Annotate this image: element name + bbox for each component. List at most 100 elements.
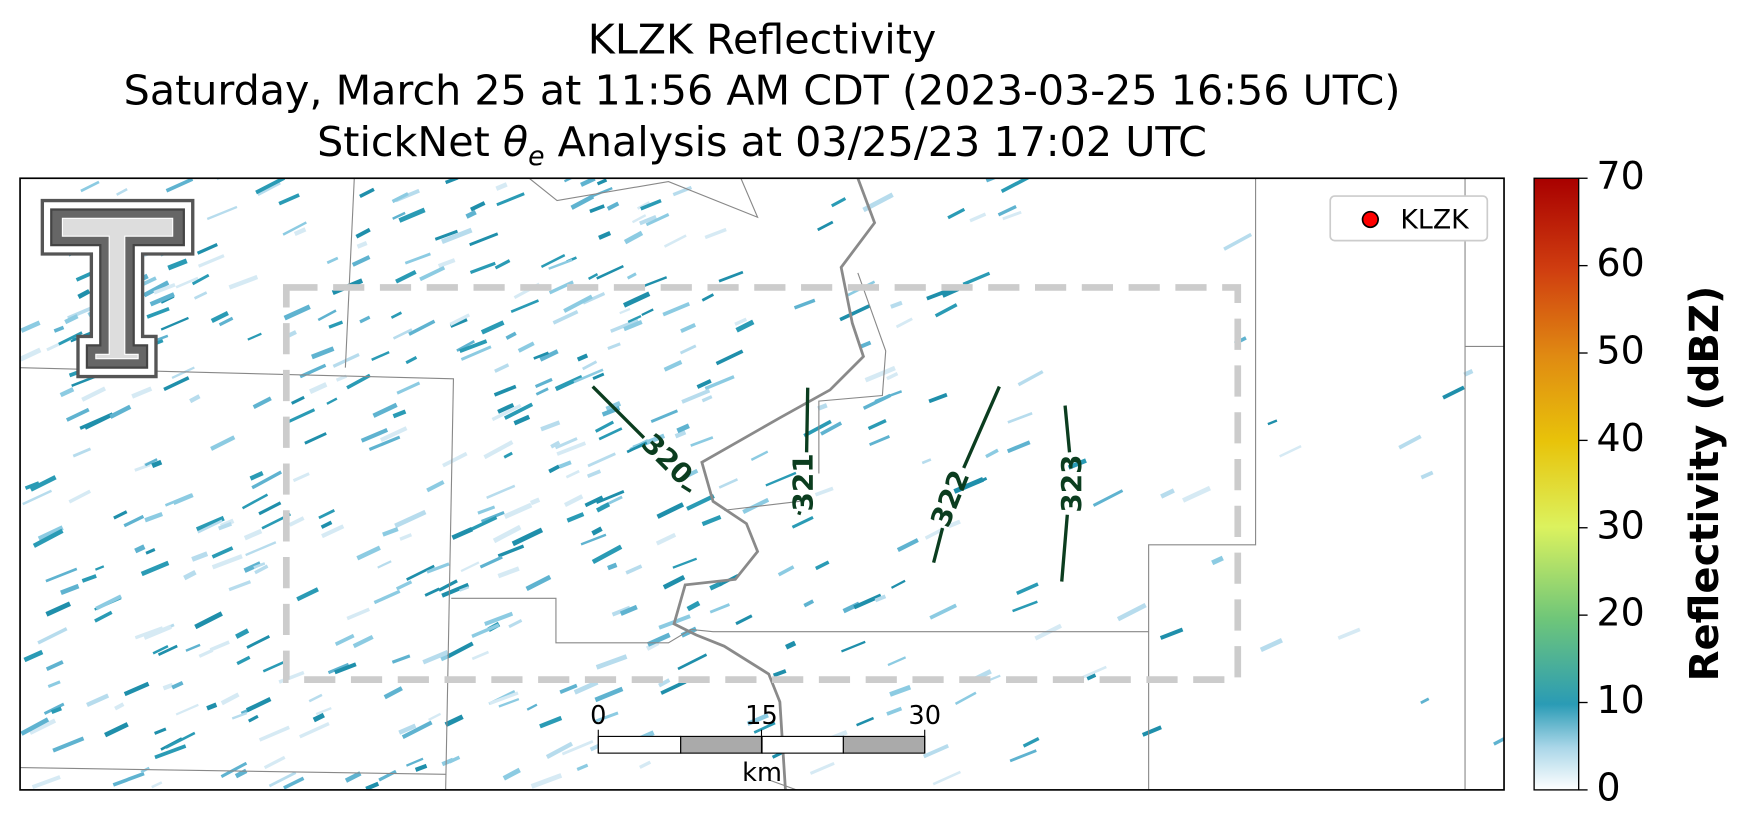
echo <box>1223 232 1253 251</box>
echo <box>497 566 520 579</box>
echo <box>151 459 163 469</box>
echo <box>217 521 233 531</box>
echo <box>539 715 563 729</box>
echo <box>344 771 362 783</box>
echo <box>20 320 41 333</box>
echo <box>595 654 628 670</box>
echo <box>545 741 574 759</box>
echo <box>469 232 499 247</box>
echo <box>134 626 164 640</box>
echo <box>623 319 643 332</box>
echo <box>582 360 598 371</box>
colorbar-tick-label: 10 <box>1597 678 1645 722</box>
echo <box>867 419 887 431</box>
echo <box>246 635 271 649</box>
echo <box>814 486 834 497</box>
echo <box>392 211 406 220</box>
echo <box>414 763 428 772</box>
echo <box>79 413 111 430</box>
echo <box>552 309 579 325</box>
echo <box>663 234 687 248</box>
echo <box>573 368 604 384</box>
echo <box>167 258 188 271</box>
echo <box>1493 736 1505 746</box>
echo <box>72 447 92 458</box>
echo <box>371 350 390 361</box>
echo <box>255 178 286 195</box>
echo <box>359 315 371 324</box>
echo <box>817 403 828 411</box>
echo <box>263 755 286 770</box>
echo <box>296 587 319 602</box>
echo <box>154 727 167 735</box>
echo <box>596 178 608 186</box>
contour-label: 321 <box>786 453 819 511</box>
echo <box>258 725 290 742</box>
echo <box>594 420 615 433</box>
echo <box>216 178 222 181</box>
echo <box>1463 369 1474 377</box>
echo <box>405 355 418 365</box>
echo <box>288 516 305 527</box>
echo <box>1211 555 1224 566</box>
echo <box>134 463 151 472</box>
echo <box>444 714 464 728</box>
echo <box>566 512 585 523</box>
echo <box>434 229 458 241</box>
echo <box>494 259 511 270</box>
echo <box>525 574 552 592</box>
echo <box>887 656 907 667</box>
echo <box>676 423 690 434</box>
echo <box>211 546 234 559</box>
echo <box>396 381 421 395</box>
echo <box>1159 627 1184 640</box>
echo <box>947 207 966 220</box>
echo <box>218 316 234 327</box>
legend-label: KLZK <box>1400 204 1470 235</box>
echo <box>405 757 424 767</box>
echo <box>31 775 61 790</box>
echo <box>1398 434 1422 450</box>
echo <box>709 603 730 614</box>
echo <box>422 650 449 665</box>
echo <box>556 441 587 456</box>
echo <box>346 607 370 621</box>
echo <box>29 718 57 735</box>
echo <box>95 565 105 571</box>
echo <box>480 320 505 335</box>
echo <box>479 555 503 569</box>
echo <box>765 471 797 487</box>
colorbar-tick-label: 30 <box>1597 503 1645 547</box>
echo <box>399 533 413 541</box>
echo <box>503 402 534 420</box>
echo <box>619 307 631 315</box>
echo <box>351 255 371 267</box>
echo <box>441 582 470 598</box>
echo <box>456 340 475 352</box>
echo <box>817 220 834 232</box>
echo <box>191 551 209 562</box>
echo <box>1279 445 1302 458</box>
colorbar-ramp <box>1533 177 1580 791</box>
echo <box>595 502 611 513</box>
echo <box>175 703 199 716</box>
scale-bar: km 0 15 30 <box>590 701 941 788</box>
echo <box>171 366 195 380</box>
echo <box>641 308 654 317</box>
colorbar-tick-label: 60 <box>1597 241 1645 285</box>
echo <box>165 731 196 749</box>
echo <box>626 441 648 454</box>
echo <box>696 379 712 389</box>
title-symbol: θ <box>503 118 528 166</box>
echo <box>183 570 197 581</box>
echo <box>493 384 517 397</box>
echo <box>561 740 594 756</box>
echo <box>969 212 987 223</box>
echo <box>392 328 413 340</box>
echo <box>896 538 919 552</box>
echo <box>701 293 715 302</box>
echo <box>379 426 408 442</box>
echo <box>157 644 178 657</box>
